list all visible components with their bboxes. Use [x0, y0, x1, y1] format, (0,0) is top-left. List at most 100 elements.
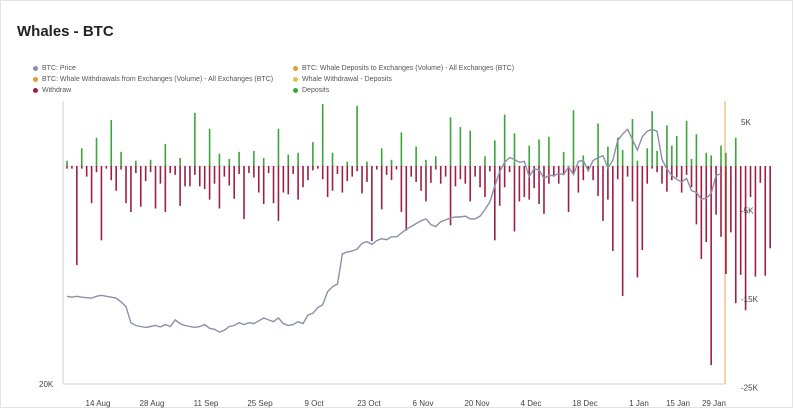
x-tick-label: 15 Jan — [666, 399, 690, 408]
withdraw-bar — [395, 166, 398, 170]
deposit-bar — [685, 120, 688, 166]
deposit-bar — [528, 145, 531, 166]
x-tick-label: 29 Jan — [702, 399, 726, 408]
withdraw-bar — [528, 166, 531, 200]
legend-item-deposits[interactable]: Deposits — [293, 87, 329, 94]
deposit-bar — [616, 137, 619, 166]
legend-dot-icon — [33, 66, 38, 71]
deposit-bar — [646, 148, 649, 166]
withdraw-bar — [282, 166, 285, 193]
withdraw-bar — [607, 166, 609, 200]
withdraw-bar — [144, 166, 147, 182]
legend-item-withdrawal-minus-deposits[interactable]: Whale Withdrawal - Deposits — [293, 76, 392, 83]
legend-dot-icon — [33, 77, 38, 82]
deposit-bar — [434, 156, 437, 166]
withdraw-bar — [179, 166, 181, 206]
withdraw-bar — [479, 166, 481, 188]
deposit-bar — [705, 152, 708, 166]
withdraw-bar — [764, 166, 767, 276]
deposit-bar — [449, 117, 452, 166]
withdraw-bar — [164, 166, 167, 213]
deposit-bar — [238, 151, 240, 166]
withdraw-bar — [312, 166, 314, 171]
withdraw-bar — [66, 166, 68, 169]
withdraw-bar — [100, 166, 103, 241]
withdraw-bar — [666, 166, 668, 192]
chart-title: Whales - BTC — [17, 23, 114, 40]
deposit-bar — [253, 150, 255, 166]
y-left-tick-label: 20K — [39, 380, 54, 389]
deposit-bar — [321, 104, 324, 166]
withdraw-bar — [602, 166, 604, 221]
withdraw-bar — [656, 166, 658, 173]
withdraw-bar — [444, 166, 447, 177]
deposit-bar — [120, 151, 122, 166]
deposit-bar — [218, 153, 221, 166]
withdraw-bar — [208, 166, 211, 200]
deposit-bar — [66, 160, 68, 166]
withdraw-bar — [464, 166, 467, 184]
withdraw-bar — [356, 166, 358, 172]
legend-item-whale-withdrawals[interactable]: BTC: Whale Withdrawals from Exchanges (V… — [33, 76, 273, 83]
withdraw-bar — [203, 166, 206, 190]
deposit-bar — [469, 130, 472, 166]
withdraw-bar — [705, 166, 708, 243]
deposit-bar — [366, 161, 368, 166]
legend-item-withdraw[interactable]: Withdraw — [33, 87, 71, 94]
withdraw-bar — [267, 166, 270, 174]
withdraw-bar — [331, 166, 334, 191]
withdraw-bar — [553, 166, 555, 177]
deposit-bar — [675, 135, 678, 166]
withdraw-bar — [430, 166, 432, 183]
withdraw-bar — [307, 166, 309, 181]
withdraw-bar — [661, 166, 663, 184]
deposit-bar — [597, 123, 599, 166]
deposit-bar — [312, 142, 314, 166]
withdraw-bar — [90, 166, 93, 204]
withdraw-bar — [85, 166, 88, 177]
deposit-bar — [651, 111, 653, 166]
legend-dot-icon — [293, 66, 298, 71]
withdraw-bar — [459, 166, 462, 180]
withdraw-bar — [577, 166, 580, 193]
withdraw-bar — [597, 166, 599, 197]
withdraw-bar — [238, 166, 240, 174]
withdraw-bar — [592, 166, 594, 181]
withdraw-bar — [257, 166, 260, 193]
withdraw-bar — [361, 166, 363, 194]
withdraw-bar — [425, 166, 427, 202]
deposit-bar — [725, 152, 727, 166]
withdraw-bar — [189, 166, 191, 187]
withdraw-bar — [494, 166, 496, 241]
deposit-bar — [636, 160, 639, 166]
withdraw-bar — [223, 166, 226, 177]
withdraw-bar — [139, 166, 142, 207]
deposit-bar — [503, 114, 506, 166]
withdraw-bar — [562, 166, 565, 175]
withdraw-bar — [115, 166, 117, 191]
withdraw-bar — [744, 166, 747, 311]
withdraw-bar — [567, 166, 570, 213]
x-tick-label: 25 Sep — [247, 399, 273, 408]
x-tick-label: 11 Sep — [194, 399, 219, 408]
deposit-bar — [287, 154, 290, 166]
legend-label: Whale Withdrawal - Deposits — [302, 76, 392, 83]
withdraw-bar — [685, 166, 688, 175]
x-tick-label: 28 Aug — [140, 399, 165, 408]
deposit-bar — [494, 140, 496, 166]
legend-item-whale-deposits[interactable]: BTC: Whale Deposits to Exchanges (Volume… — [293, 65, 514, 72]
withdraw-bar — [194, 166, 196, 175]
deposit-bar — [400, 132, 403, 166]
x-tick-label: 4 Dec — [521, 399, 542, 408]
withdraw-bar — [484, 166, 486, 197]
deposit-bar — [425, 159, 427, 166]
withdraw-bar — [631, 166, 634, 202]
legend-item-btc-price[interactable]: BTC: Price — [33, 65, 76, 72]
withdraw-bar — [80, 166, 83, 169]
withdraw-bar — [218, 166, 221, 209]
deposit-bar — [513, 133, 516, 166]
deposit-bar — [380, 148, 383, 166]
withdraw-bar — [572, 166, 575, 174]
withdraw-bar — [380, 166, 383, 210]
